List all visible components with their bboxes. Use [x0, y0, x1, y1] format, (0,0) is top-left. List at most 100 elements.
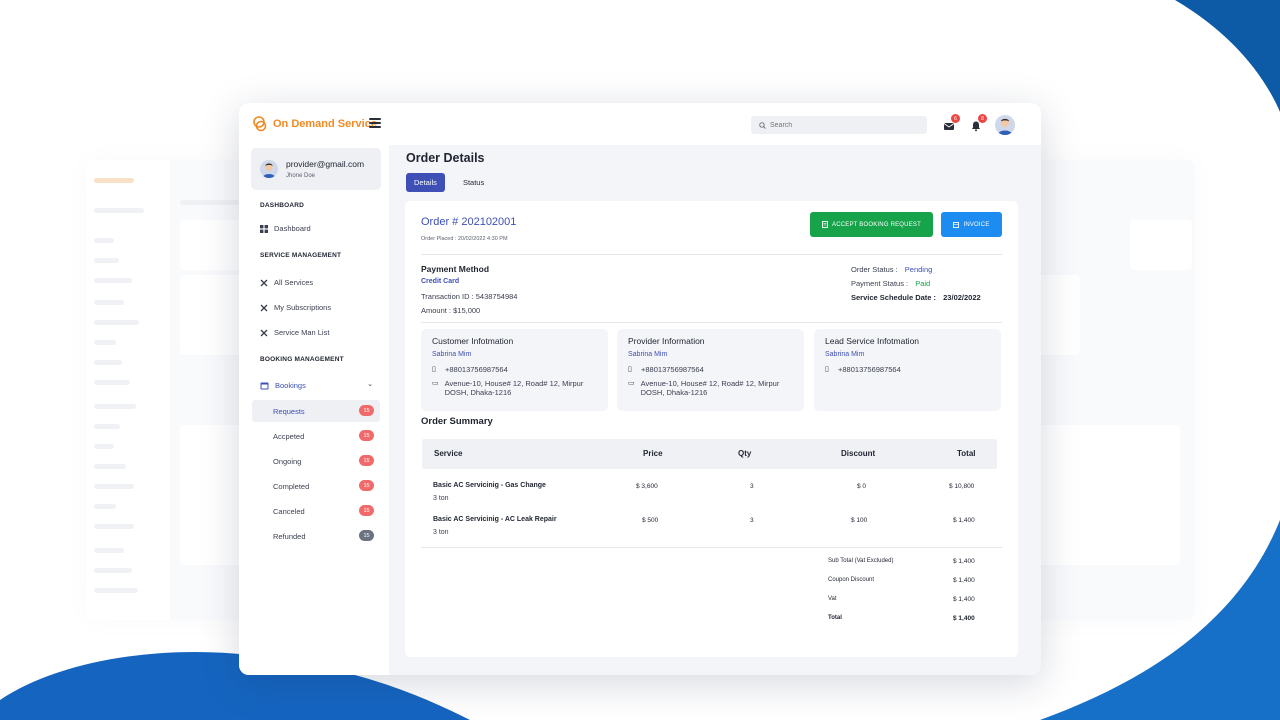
- sidebar-item-label: Bookings: [275, 380, 306, 390]
- payment-status-value: Paid: [915, 279, 931, 288]
- grid-icon: [260, 224, 268, 233]
- notification-button[interactable]: 8: [970, 114, 987, 132]
- brand-logo[interactable]: On Demand Service: [253, 116, 377, 132]
- total: $ 1,400: [953, 517, 975, 524]
- sidebar-subitem-completed[interactable]: Completed 15: [252, 475, 380, 497]
- discount: $ 0: [857, 483, 867, 490]
- price: $ 3,600: [636, 483, 658, 490]
- bottom-right-wave: [1040, 520, 1280, 720]
- sidebar-item-my-subscriptions[interactable]: My Subscriptions: [260, 303, 331, 312]
- tools-icon: [260, 279, 268, 286]
- discount: $ 100: [851, 517, 868, 524]
- divider: [421, 547, 1002, 548]
- box-title: Lead Service Infotmation: [825, 336, 920, 346]
- subitem-label: Canceled: [273, 506, 305, 516]
- sidebar-item-service-man-list[interactable]: Service Man List: [260, 328, 329, 337]
- totals-label: Sub Total (Vat Excluded): [828, 558, 894, 564]
- brand-name: On Demand Service: [273, 118, 377, 130]
- price: $ 500: [642, 517, 659, 524]
- lead-phone: +88013756987564: [838, 365, 901, 374]
- avatar-icon: [262, 163, 276, 178]
- chevron-down-icon: ⌄: [367, 381, 373, 388]
- order-placed-date: Order Placed : 20/02/2022 4:30 PM: [421, 236, 508, 242]
- bottom-wave: [0, 652, 470, 720]
- provider-name: Sabrina Mim: [628, 351, 668, 358]
- accept-booking-button[interactable]: ACCEPT BOOKING REQUEST: [810, 212, 933, 237]
- payment-method-value: Credit Card: [421, 278, 460, 285]
- column-header: Total: [957, 449, 976, 458]
- phone-icon: ▯: [825, 366, 829, 373]
- divider: [421, 322, 1002, 323]
- sidebar-item-bookings[interactable]: Bookings ⌄: [251, 374, 381, 396]
- totals-value: $ 1,400: [953, 596, 975, 603]
- tools-icon: [260, 329, 268, 336]
- tab-details[interactable]: Details: [406, 173, 445, 192]
- phone-row: ▯ +88013756987564: [628, 365, 704, 374]
- service-name: Basic AC Servicinig - AC Leak Repair: [433, 516, 557, 523]
- provider-phone: +88013756987564: [641, 365, 704, 374]
- button-label: INVOICE: [963, 221, 990, 228]
- schedule-date-value: 23/02/2022: [943, 293, 981, 302]
- sidebar-item-dashboard[interactable]: Dashboard: [260, 224, 311, 233]
- lead-service-info-box: Lead Service Infotmation Sabrina Mim ▯ +…: [814, 329, 1001, 411]
- totals-label: Coupon Discount: [828, 577, 875, 583]
- main-content: Order Details Details Status Order # 202…: [389, 145, 1041, 675]
- column-header: Discount: [841, 449, 876, 458]
- order-card: Order # 202102001 Order Placed : 20/02/2…: [405, 201, 1018, 657]
- document-icon: [822, 221, 828, 228]
- order-summary-title: Order Summary: [421, 416, 493, 427]
- map-icon: ▭: [628, 380, 635, 387]
- totals-value: $ 1,400: [953, 615, 975, 622]
- sidebar-item-all-services[interactable]: All Services: [260, 278, 313, 287]
- sidebar-subitem-requests[interactable]: Requests 15: [252, 400, 380, 422]
- top-bar: On Demand Service 6 8: [239, 103, 1041, 145]
- background-sidebar: [86, 160, 170, 620]
- phone-row: ▯ +88013756987564: [825, 365, 901, 374]
- payment-method-title: Payment Method: [421, 264, 490, 274]
- totals-value: $ 1,400: [953, 558, 975, 565]
- invoice-button[interactable]: INVOICE: [941, 212, 1002, 237]
- column-header: Price: [643, 449, 663, 458]
- totals-label: Vat: [828, 596, 837, 602]
- sidebar-subitem-refunded[interactable]: Refunded 15: [252, 525, 380, 547]
- phone-icon: ▯: [628, 366, 632, 373]
- page-title: Order Details: [406, 151, 485, 165]
- order-status-label: Order Status :: [851, 265, 898, 274]
- profile-card[interactable]: provider@gmail.com Jhone Doe: [251, 148, 381, 190]
- provider-address: Avenue-10, House# 12, Road# 12, Mirpur D…: [640, 379, 780, 397]
- subitem-label: Requests: [273, 406, 305, 416]
- subitem-label: Refunded: [273, 531, 306, 541]
- service-name: Basic AC Servicinig - Gas Change: [433, 482, 546, 489]
- invoice-icon: [953, 221, 960, 228]
- search-input[interactable]: [770, 121, 910, 129]
- app-window: On Demand Service 6 8: [239, 103, 1041, 675]
- sidebar-item-label: My Subscriptions: [274, 303, 332, 312]
- search-box[interactable]: [751, 116, 927, 134]
- customer-phone: +88013756987564: [445, 365, 508, 374]
- sidebar-subitem-accepted[interactable]: Accpeted 15: [252, 425, 380, 447]
- subitem-label: Completed: [273, 481, 310, 491]
- mail-button[interactable]: 6: [943, 114, 960, 131]
- address-row: ▭ Avenue-10, House# 12, Road# 12, Mirpur…: [432, 379, 597, 397]
- mail-badge: 6: [951, 114, 960, 123]
- sidebar-subitem-ongoing[interactable]: Ongoing 15: [252, 450, 380, 472]
- sidebar-subitem-canceled[interactable]: Canceled 15: [252, 500, 380, 522]
- customer-address: Avenue-10, House# 12, Road# 12, Mirpur D…: [444, 379, 584, 397]
- sidebar-item-label: Dashboard: [274, 224, 311, 233]
- tab-status[interactable]: Status: [462, 178, 485, 187]
- customer-info-box: Customer Infotmation Sabrina Mim ▯ +8801…: [421, 329, 608, 411]
- logo-icon: [253, 116, 267, 132]
- qty: 3: [750, 517, 754, 524]
- divider: [421, 254, 1002, 255]
- sidebar: provider@gmail.com Jhone Doe DASHBOARD D…: [239, 145, 389, 675]
- lead-name: Sabrina Mim: [825, 351, 865, 358]
- customer-name: Sabrina Mim: [432, 351, 472, 358]
- map-icon: ▭: [432, 380, 439, 387]
- user-avatar[interactable]: [995, 115, 1015, 135]
- qty: 3: [750, 483, 754, 490]
- hamburger-menu-icon[interactable]: [369, 118, 381, 128]
- count-badge: 15: [359, 405, 374, 416]
- count-badge: 15: [359, 530, 374, 541]
- profile-avatar: [260, 160, 278, 178]
